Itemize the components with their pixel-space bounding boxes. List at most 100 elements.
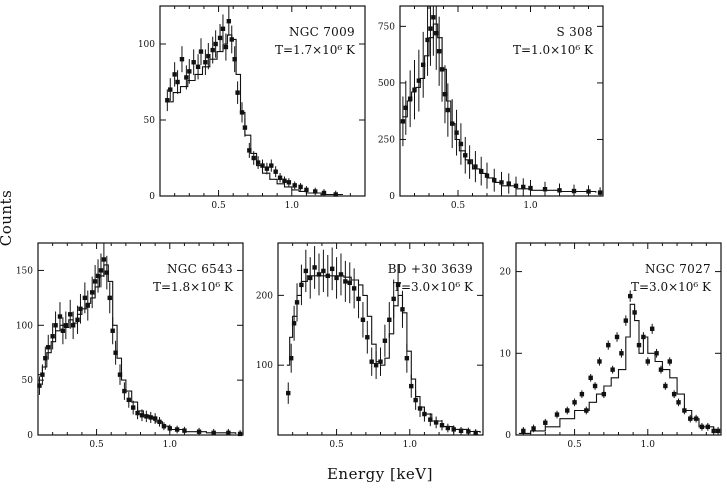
data-point: [445, 425, 451, 431]
x-tick-label: 1.0: [163, 440, 178, 450]
data-point: [78, 306, 83, 312]
panel-temp-bd30: T=3.0×10⁶ K: [393, 280, 474, 294]
data-point: [291, 321, 297, 326]
data-point: [338, 272, 344, 277]
data-point: [403, 105, 408, 110]
data-point: [168, 87, 173, 92]
data-point: [466, 429, 471, 434]
data-point: [117, 372, 123, 377]
data-point: [445, 107, 451, 113]
data-point: [334, 275, 339, 281]
y-tick-label: 50: [144, 116, 156, 126]
data-point: [294, 300, 300, 305]
data-point: [676, 400, 681, 405]
data-point: [369, 359, 374, 364]
data-point: [303, 268, 309, 274]
data-point: [237, 431, 243, 437]
data-point: [601, 391, 607, 397]
data-point: [584, 408, 589, 413]
data-point: [139, 413, 145, 418]
data-point: [400, 307, 405, 312]
data-point: [356, 296, 361, 302]
x-tick-label: 1.0: [403, 440, 418, 450]
data-point: [382, 338, 388, 343]
data-point: [671, 391, 677, 397]
panel-temp-s308: T=1.0×10⁶ K: [513, 43, 594, 57]
data-point: [292, 183, 297, 188]
y-tick-label: 0: [149, 192, 155, 202]
data-point: [417, 406, 423, 411]
data-point: [636, 342, 642, 348]
data-point: [395, 282, 401, 288]
x-tick-label: 1.0: [641, 440, 656, 450]
x-tick-label: 0.5: [567, 440, 582, 450]
data-point: [400, 119, 406, 124]
data-point: [610, 367, 615, 372]
y-tick-label: 200: [256, 291, 273, 301]
panel-temp-ngc7027: T=3.0×10⁶ K: [631, 280, 712, 294]
data-point: [343, 279, 348, 284]
data-point: [347, 280, 352, 285]
data-point: [198, 49, 204, 54]
data-point: [144, 414, 149, 419]
x-tick-label: 1.0: [523, 201, 538, 211]
data-point: [229, 37, 234, 42]
data-point: [699, 424, 705, 430]
y-tick-label: 100: [16, 321, 33, 331]
data-point: [110, 328, 115, 333]
data-point: [175, 79, 180, 85]
data-point: [588, 375, 593, 381]
y-axis-title: Counts: [0, 190, 15, 247]
data-point: [217, 35, 223, 41]
data-point: [654, 351, 659, 356]
data-point: [63, 323, 69, 328]
data-point: [68, 312, 73, 317]
y-tick-label: 750: [378, 22, 395, 32]
data-point: [506, 181, 511, 186]
data-point: [187, 69, 192, 74]
data-point: [431, 15, 436, 20]
y-tick-label: 250: [378, 135, 395, 145]
data-point: [433, 420, 439, 425]
data-point: [255, 160, 261, 165]
panel-name-ngc6543: NGC 6543: [167, 262, 233, 276]
data-point: [57, 314, 63, 319]
data-point: [365, 335, 370, 340]
y-tick-label: 50: [22, 376, 34, 386]
data-point: [269, 163, 274, 168]
data-point: [715, 428, 721, 434]
data-point: [557, 188, 562, 193]
data-point: [167, 426, 172, 431]
data-point: [308, 275, 313, 281]
data-point: [148, 415, 153, 420]
data-point: [316, 272, 322, 277]
y-tick-label: 0: [27, 431, 33, 441]
data-point: [387, 317, 392, 322]
data-point: [191, 60, 196, 65]
panel-s308: 0.5 1.0 0 250 500 750 S 308 T=1.0×10⁶ K: [378, 5, 604, 211]
data-point: [101, 257, 107, 262]
data-point: [451, 427, 456, 432]
data-point: [286, 390, 291, 396]
data-point: [223, 44, 229, 50]
data-point: [152, 416, 158, 421]
data-point: [75, 317, 80, 322]
data-point: [135, 410, 140, 416]
data-point: [37, 383, 42, 388]
data-point: [232, 57, 237, 62]
data-point: [325, 273, 330, 279]
data-point: [492, 177, 497, 183]
data-point: [667, 359, 672, 364]
data-point: [484, 173, 490, 178]
data-point: [242, 125, 248, 130]
data-point: [239, 110, 245, 115]
data-point: [499, 180, 504, 185]
data-point: [463, 153, 468, 158]
data-point: [104, 270, 110, 275]
data-point: [161, 424, 167, 429]
data-point: [273, 169, 278, 174]
data-point: [92, 279, 98, 284]
data-point: [688, 416, 693, 421]
data-point: [682, 408, 687, 413]
